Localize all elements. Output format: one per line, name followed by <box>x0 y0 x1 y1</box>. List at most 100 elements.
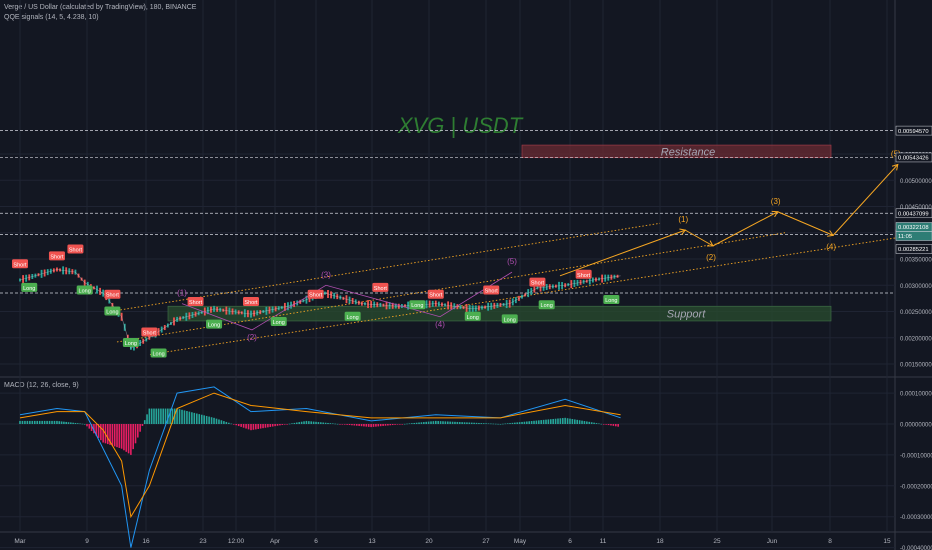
macd-histogram-bar <box>526 421 528 424</box>
macd-histogram-bar <box>372 424 375 427</box>
macd-histogram-bar <box>86 424 88 427</box>
signal-label: Long <box>79 289 91 295</box>
macd-histogram-bar <box>439 421 442 424</box>
macd-histogram-bar <box>203 415 205 424</box>
macd-histogram-bar <box>191 412 193 424</box>
macd-histogram-bar <box>308 421 310 424</box>
resistance-label: Resistance <box>661 146 715 158</box>
x-tick-label: 6 <box>314 538 318 545</box>
y-tick-label: 0.00300000 <box>900 284 932 290</box>
macd-histogram-bar <box>181 409 183 424</box>
macd-histogram-bar <box>46 420 48 424</box>
macd-histogram-bar <box>331 423 334 425</box>
y-tick-label: 0.00200000 <box>900 336 932 342</box>
macd-histogram-bar <box>60 421 63 424</box>
macd-histogram-bar <box>554 418 557 424</box>
indicator-legend[interactable]: QQE signals (14, 5, 4.238, 10) <box>4 14 99 21</box>
macd-histogram-bar <box>274 424 276 427</box>
macd-histogram-bar <box>545 419 547 424</box>
macd-histogram-bar <box>150 408 153 424</box>
price-tag <box>895 125 932 136</box>
macd-histogram-bar <box>283 424 286 425</box>
x-tick-label: 6 <box>568 538 572 545</box>
macd-histogram-bar <box>298 422 301 424</box>
macd-histogram-bar <box>490 423 492 425</box>
macd-histogram-bar <box>200 414 203 424</box>
x-tick-label: 23 <box>199 538 207 545</box>
macd-histogram-bar <box>300 421 303 424</box>
macd-histogram-bar <box>379 424 382 427</box>
projection-leg <box>685 229 714 247</box>
macd-histogram-bar <box>377 424 380 427</box>
macd-histogram-bar <box>125 424 128 452</box>
price-tag-label: 11:05 <box>898 234 912 240</box>
macd-histogram-bar <box>343 424 346 425</box>
macd-histogram-bar <box>607 424 610 426</box>
macd-histogram-bar <box>478 422 480 424</box>
macd-histogram-bar <box>389 424 392 426</box>
macd-histogram-bar <box>408 423 411 425</box>
price-tag-label: 0.00322108 <box>898 225 929 231</box>
macd-histogram-bar <box>240 424 242 427</box>
long-signal-badge <box>603 294 620 304</box>
macd-histogram-bar <box>176 408 178 424</box>
macd-histogram-bar <box>346 424 348 425</box>
macd-histogram-bar <box>497 423 499 425</box>
macd-histogram-bar <box>535 420 538 424</box>
macd-legend[interactable]: MACD (12, 26, close, 9) <box>4 382 79 389</box>
macd-histogram-bar <box>264 424 267 428</box>
macd-histogram-bar <box>81 423 84 425</box>
y-tick-label: 0.00450000 <box>900 205 932 211</box>
price-tag-label: 0.00437099 <box>898 211 929 217</box>
macd-histogram-bar <box>403 423 406 425</box>
signal-label: Long <box>541 303 553 309</box>
macd-histogram-bar <box>247 424 250 430</box>
macd-histogram-bar <box>259 424 262 429</box>
macd-histogram-bar <box>487 423 490 425</box>
macd-histogram-bar <box>605 424 607 425</box>
projection-leg <box>777 211 834 236</box>
macd-histogram-bar <box>205 415 208 424</box>
macd-histogram-bar <box>521 421 523 424</box>
short-signal-badge <box>12 259 28 269</box>
signal-label: Short <box>50 254 64 260</box>
macd-histogram-bar <box>454 421 456 424</box>
macd-histogram-bar <box>95 424 98 436</box>
macd-histogram-bar <box>468 422 471 424</box>
macd-histogram-bar <box>456 421 459 424</box>
macd-histogram-bar <box>97 424 100 438</box>
macd-histogram-bar <box>449 421 451 424</box>
price-tag-label: 0.00543426 <box>898 156 929 162</box>
macd-histogram-bar <box>291 423 293 424</box>
macd-histogram-bar <box>106 424 109 445</box>
macd-histogram-bar <box>569 418 571 424</box>
macd-histogram-bar <box>458 422 461 424</box>
signal-label: Short <box>189 300 203 306</box>
projection-wave-label: (3) <box>771 197 781 206</box>
macd-histogram-bar <box>576 419 579 424</box>
macd-histogram-bar <box>341 424 344 425</box>
macd-histogram-bar <box>475 422 478 424</box>
signal-label: Long <box>347 315 359 321</box>
chart-watermark-title: XVG | USDT <box>397 113 524 138</box>
short-signal-badge <box>575 269 592 279</box>
macd-histogram-bar <box>74 422 77 424</box>
macd-histogram-bar <box>118 424 121 448</box>
y-tick-label: 0.00250000 <box>900 310 932 316</box>
macd-histogram-bar <box>401 424 404 425</box>
x-tick-label: 16 <box>142 538 150 545</box>
macd-histogram-bar <box>267 424 269 428</box>
signal-label: Short <box>106 293 120 299</box>
macd-y-tick-label: -0.00030000 <box>900 515 932 521</box>
x-tick-label: 18 <box>656 538 664 545</box>
signal-label: Short <box>309 293 323 299</box>
macd-histogram-bar <box>220 420 223 424</box>
macd-histogram-bar <box>24 420 26 424</box>
macd-histogram-bar <box>132 424 134 450</box>
signal-label: Short <box>577 273 591 279</box>
long-signal-badge <box>76 285 93 295</box>
macd-histogram-bar <box>499 424 502 425</box>
macd-histogram-bar <box>327 422 329 424</box>
price-tag <box>895 152 932 163</box>
